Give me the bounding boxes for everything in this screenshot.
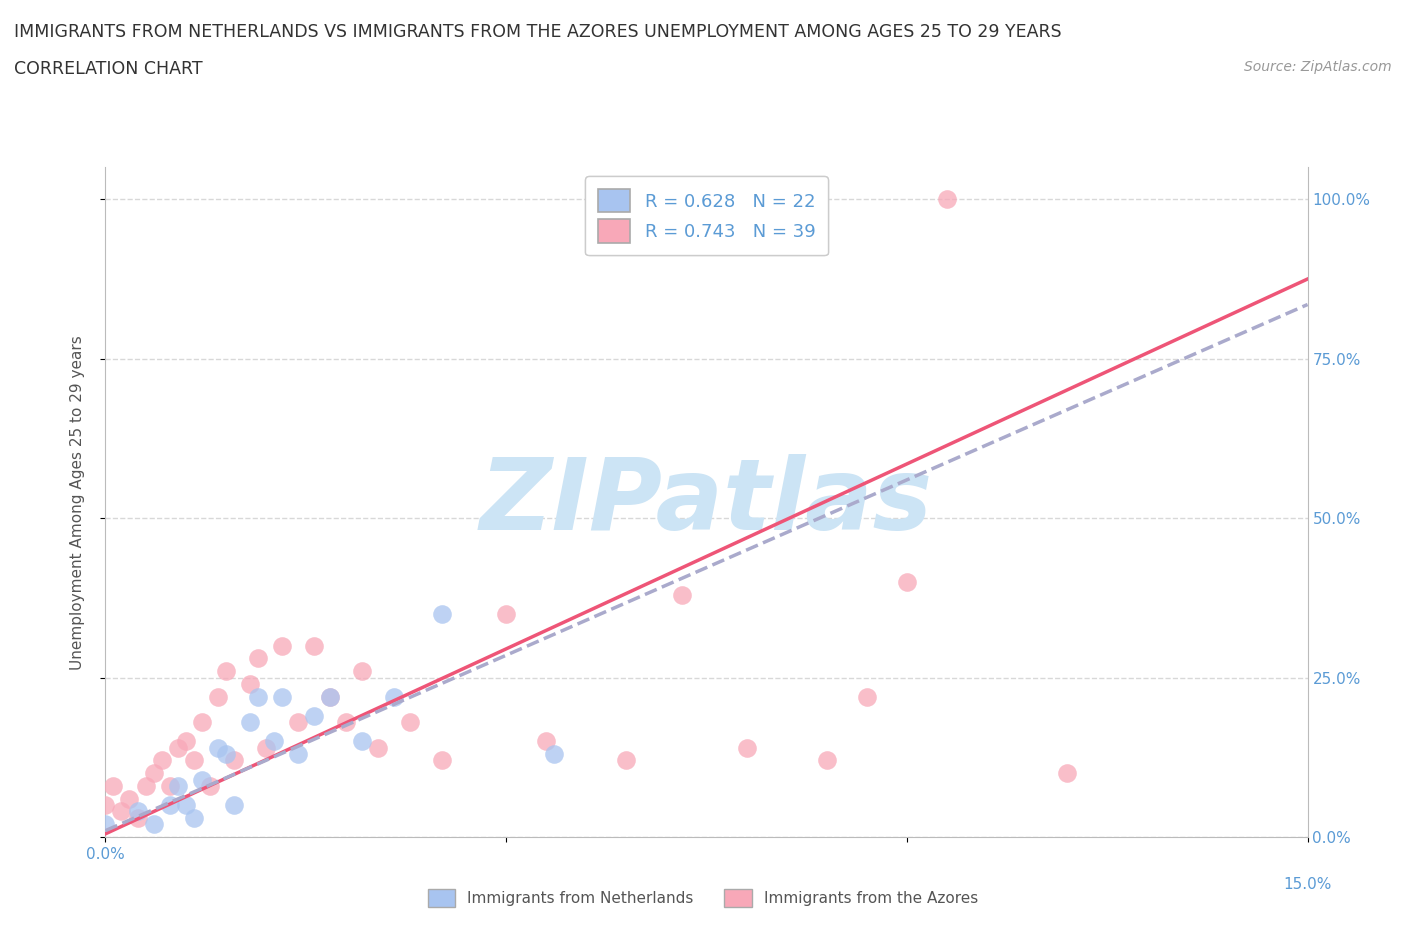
- Point: [815, 753, 838, 768]
- Point: [94, 798, 117, 813]
- Point: [319, 689, 342, 704]
- Point: [110, 804, 132, 819]
- Point: [190, 715, 212, 730]
- Point: [190, 772, 212, 787]
- Point: [399, 715, 422, 730]
- Point: [319, 689, 342, 704]
- Point: [183, 810, 205, 825]
- Point: [270, 638, 292, 653]
- Point: [495, 606, 517, 621]
- Point: [936, 192, 959, 206]
- Point: [302, 638, 325, 653]
- Point: [159, 778, 181, 793]
- Point: [142, 817, 165, 831]
- Point: [239, 715, 262, 730]
- Legend: R = 0.628   N = 22, R = 0.743   N = 39: R = 0.628 N = 22, R = 0.743 N = 39: [585, 177, 828, 256]
- Point: [616, 753, 638, 768]
- Point: [543, 747, 565, 762]
- Y-axis label: Unemployment Among Ages 25 to 29 years: Unemployment Among Ages 25 to 29 years: [70, 335, 84, 670]
- Point: [174, 798, 197, 813]
- Text: ZIPatlas: ZIPatlas: [479, 454, 934, 551]
- Point: [367, 740, 389, 755]
- Point: [207, 740, 229, 755]
- Point: [183, 753, 205, 768]
- Point: [142, 765, 165, 780]
- Point: [118, 791, 141, 806]
- Point: [287, 747, 309, 762]
- Point: [198, 778, 221, 793]
- Point: [222, 798, 245, 813]
- Point: [350, 734, 373, 749]
- Point: [735, 740, 758, 755]
- Point: [855, 689, 877, 704]
- Point: [127, 804, 149, 819]
- Point: [382, 689, 405, 704]
- Point: [239, 676, 262, 691]
- Text: IMMIGRANTS FROM NETHERLANDS VS IMMIGRANTS FROM THE AZORES UNEMPLOYMENT AMONG AGE: IMMIGRANTS FROM NETHERLANDS VS IMMIGRANT…: [14, 23, 1062, 41]
- Point: [270, 689, 292, 704]
- Point: [150, 753, 173, 768]
- Text: Source: ZipAtlas.com: Source: ZipAtlas.com: [1244, 60, 1392, 74]
- Point: [214, 664, 236, 679]
- Point: [174, 734, 197, 749]
- Point: [430, 606, 453, 621]
- Point: [335, 715, 357, 730]
- Point: [214, 747, 236, 762]
- Point: [159, 798, 181, 813]
- Point: [135, 778, 157, 793]
- Point: [302, 709, 325, 724]
- Point: [534, 734, 557, 749]
- Point: [222, 753, 245, 768]
- Text: 15.0%: 15.0%: [1284, 877, 1331, 892]
- Point: [166, 778, 188, 793]
- Point: [94, 817, 117, 831]
- Point: [1056, 765, 1078, 780]
- Legend: Immigrants from Netherlands, Immigrants from the Azores: Immigrants from Netherlands, Immigrants …: [422, 884, 984, 913]
- Point: [127, 810, 149, 825]
- Point: [246, 689, 269, 704]
- Point: [166, 740, 188, 755]
- Point: [246, 651, 269, 666]
- Point: [254, 740, 277, 755]
- Point: [263, 734, 285, 749]
- Point: [103, 778, 125, 793]
- Point: [207, 689, 229, 704]
- Text: CORRELATION CHART: CORRELATION CHART: [14, 60, 202, 78]
- Point: [671, 587, 693, 602]
- Point: [350, 664, 373, 679]
- Point: [430, 753, 453, 768]
- Point: [287, 715, 309, 730]
- Point: [896, 575, 918, 590]
